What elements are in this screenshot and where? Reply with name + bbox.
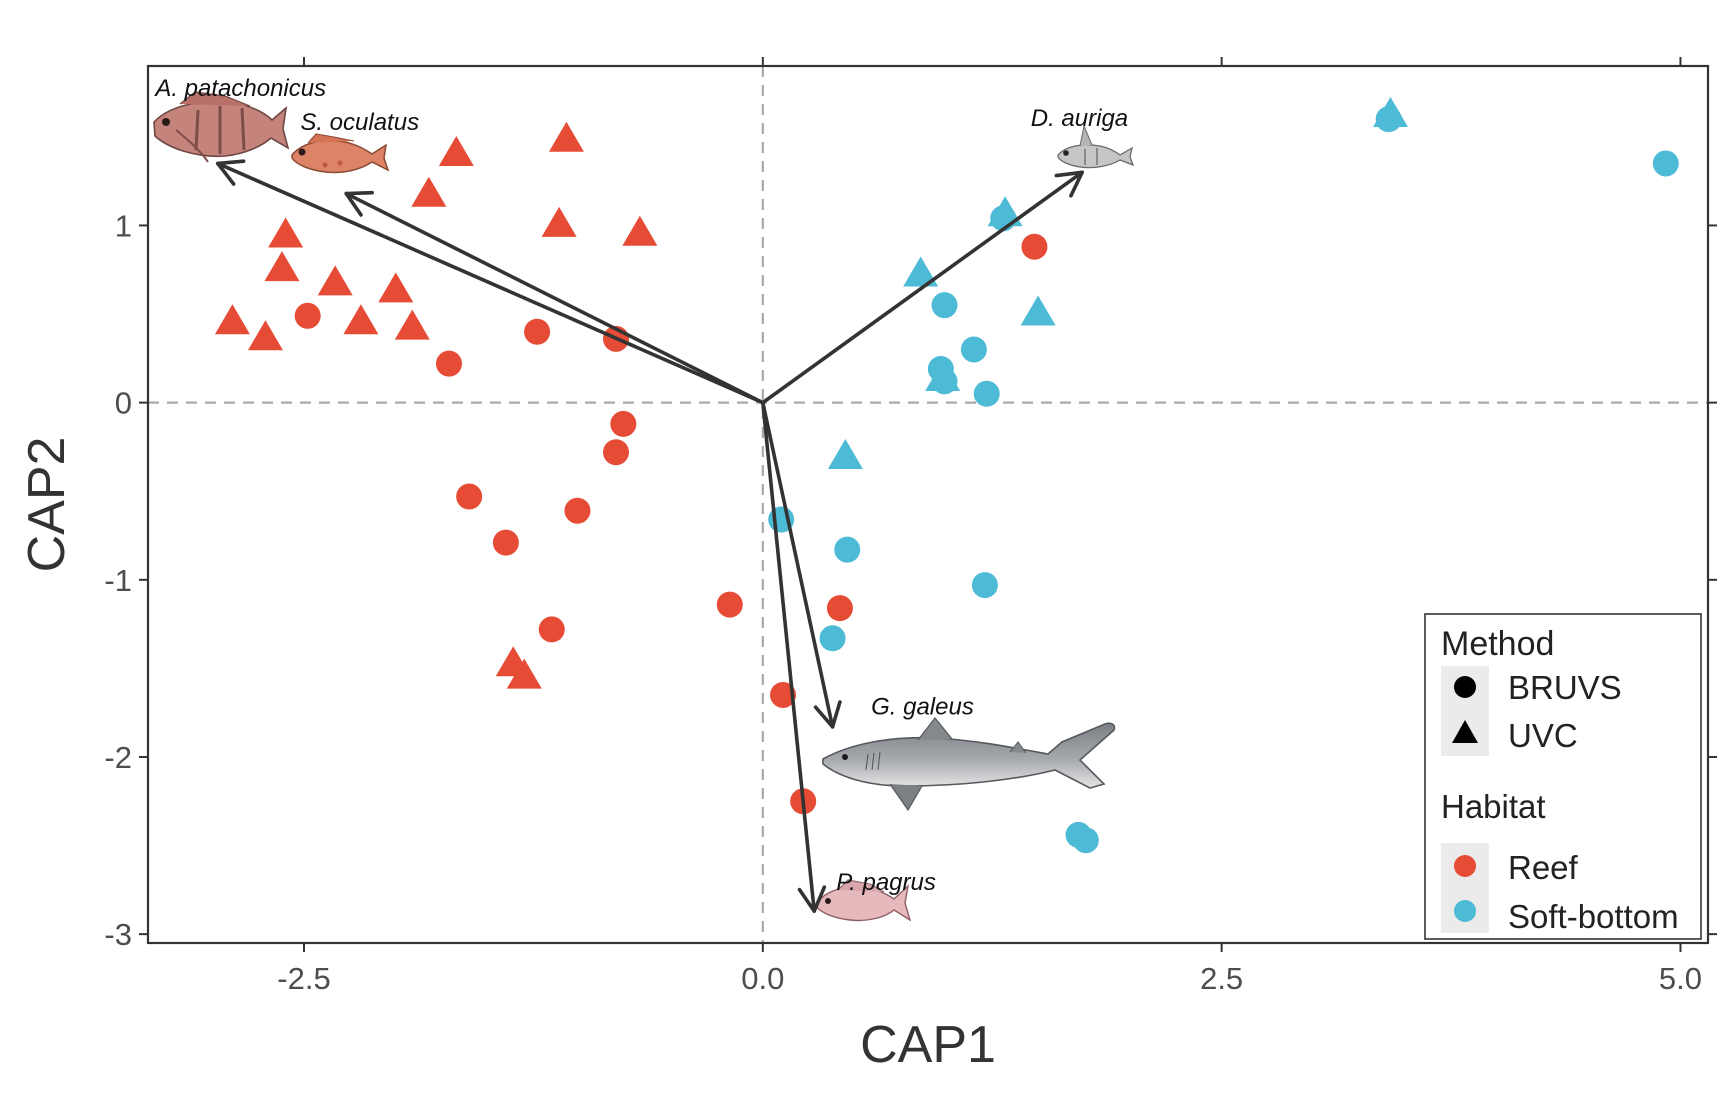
data-point-triangle [622,215,658,246]
data-point-triangle [925,360,961,391]
x-tick-label: -2.5 [277,961,330,996]
data-point-triangle [1372,97,1408,128]
plot-border [146,64,1710,945]
data-point-circle [1072,827,1099,854]
y-tick-label: 0 [115,386,132,421]
plot-frame [146,64,1710,945]
data-point-circle [610,410,637,437]
y-axis-title: CAP2 [18,437,76,573]
data-point-circle [538,616,565,643]
data-point-circle [819,625,846,652]
vector-arrowhead [813,700,842,729]
legend-triangle-icon [1452,720,1478,743]
shark-g-galeus-icon [822,717,1116,812]
data-point-circle [456,483,483,510]
legend-reef-swatch [1454,855,1476,877]
species-illustrations [153,91,1135,922]
data-point-circle [931,292,958,319]
vector-arrowhead [344,190,374,217]
data-point-triangle [1020,295,1056,326]
vector-arrowhead [797,885,827,913]
vector-arrowhead [215,159,246,186]
data-point-circle [1021,233,1048,260]
data-point-circle [435,350,462,377]
data-point-triangle [506,658,542,689]
data-point-triangle [411,176,447,207]
y-tick-label: -2 [104,740,132,775]
data-point-circle [973,380,1000,407]
data-point-circle [1652,150,1679,177]
data-point-triangle [548,121,584,152]
legend-habitat-title: Habitat [1441,788,1546,825]
data-point-triangle [247,320,283,351]
fish-a-patachonicus-icon [153,91,290,163]
species-label: P. pagrus [836,869,936,896]
fish-p-pagrus-icon [815,879,912,922]
data-point-circle [770,681,797,708]
data-point-triangle [214,304,250,335]
species-vectors [215,159,1084,913]
y-tick-label: -1 [104,563,132,598]
legend: Method BRUVS UVC Habitat Reef Soft-botto… [1424,613,1702,940]
data-point-circle [971,572,998,599]
data-point-circle [492,529,519,556]
data-point-triangle [987,196,1023,227]
species-label: G. galeus [871,693,974,720]
species-vector [761,170,1084,405]
legend-label-soft-bottom: Soft-bottom [1508,898,1679,935]
data-point-triangle [378,272,414,303]
species-vector [761,400,817,913]
vector-arrowhead [1054,170,1084,198]
x-tick-label: 0.0 [741,961,784,996]
legend-method-title: Method [1441,625,1554,663]
species-vector [215,161,765,405]
data-point-circle [826,595,853,622]
legend-label-bruvs: BRUVS [1508,669,1622,706]
species-label: A. patachonicus [153,75,326,102]
data-point-triangle [264,251,300,282]
y-tick-label: 1 [115,208,132,243]
fish-d-auriga-icon [1057,124,1135,169]
x-tick-label: 5.0 [1659,961,1702,996]
species-labels: A. patachonicus S. oculatus D. auriga G. ga… [153,75,1128,896]
x-tick-label: 2.5 [1200,961,1243,996]
data-point-circle [564,497,591,524]
species-label: D. auriga [1031,105,1128,132]
data-point-triangle [438,135,474,166]
species-label: S. oculatus [300,109,419,136]
x-axis-title: CAP1 [860,1016,996,1074]
data-point-triangle [394,309,430,340]
legend-softbottom-swatch [1454,900,1476,922]
species-vector [761,400,835,729]
legend-label-uvc: UVC [1508,717,1578,754]
legend-label-reef: Reef [1508,849,1579,886]
data-point-triangle [268,217,304,248]
data-point-circle [716,591,743,618]
data-point-triangle [541,206,577,237]
species-vector [344,191,765,405]
data-point-triangle [343,304,379,335]
y-tick-label: -3 [104,917,132,952]
data-point-triangle [827,438,863,469]
data-point-circle [294,302,321,329]
data-point-triangle [903,256,939,287]
reference-lines [148,66,1708,943]
data-point-circle [834,536,861,563]
data-point-triangle [317,265,353,296]
data-point-circle [603,439,629,466]
fish-s-oculatus-icon [291,133,390,174]
data-point-circle [960,336,987,363]
legend-circle-icon [1454,676,1476,698]
data-point-circle [524,318,551,345]
axes: -2.5 0.0 2.5 5.0 -3 -2 -1 0 1 CAP1 CAP2 [18,57,1717,1074]
